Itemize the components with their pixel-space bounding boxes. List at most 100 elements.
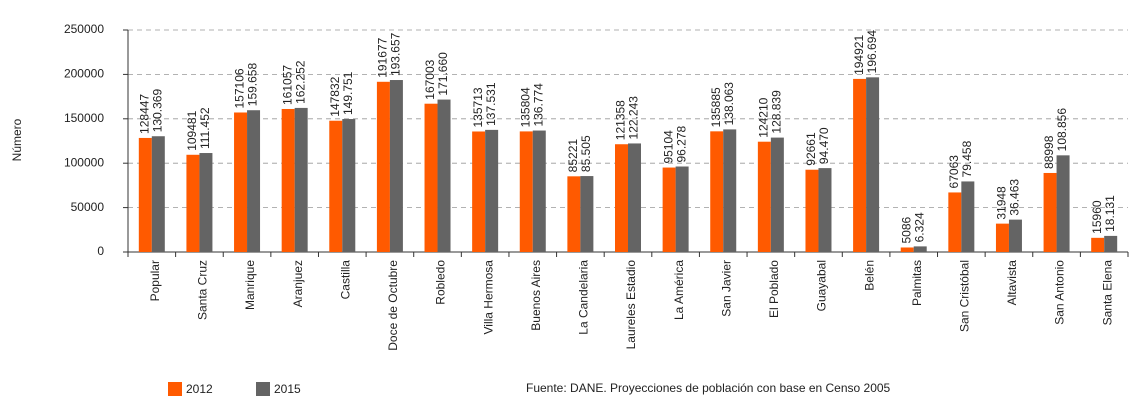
x-tick-label: San Antonio [1053, 260, 1067, 325]
data-label: 6.324 [912, 212, 926, 242]
data-label: 138.063 [722, 82, 736, 126]
bar [818, 168, 832, 252]
data-label: 161057 [280, 65, 294, 105]
y-tick-label: 100000 [64, 155, 104, 169]
bar [615, 144, 628, 252]
bar [805, 169, 819, 252]
x-tick-label: La América [672, 260, 686, 320]
source-note: Fuente: DANE. Proyecciones de población … [526, 381, 891, 395]
x-tick-label: Guayabal [815, 260, 829, 311]
bar [532, 130, 546, 252]
x-tick-label: Santa Cruz [196, 260, 210, 320]
bar [234, 112, 248, 252]
bar [151, 136, 165, 252]
bar [138, 137, 152, 252]
data-label: 191677 [376, 37, 390, 77]
x-tick-label: Doce de Octubre [386, 260, 400, 351]
x-tick-label: Manrique [243, 260, 257, 310]
bar [519, 131, 533, 252]
data-label: 85221 [566, 139, 580, 173]
bar [424, 103, 438, 252]
bar [723, 129, 737, 252]
y-tick-label: 150000 [64, 111, 104, 125]
data-label: 167003 [423, 59, 437, 99]
bar [329, 120, 343, 252]
x-tick-label: Altavista [1005, 260, 1019, 306]
bar [995, 223, 1009, 252]
x-tick-label: La Candelaria [577, 260, 591, 335]
bar [900, 247, 914, 252]
data-label: 128447 [137, 94, 151, 134]
bar [961, 181, 975, 252]
bar [247, 110, 261, 252]
bar [770, 137, 784, 252]
data-label: 159.658 [246, 63, 260, 107]
data-label: 128.839 [770, 90, 784, 134]
x-tick-label: Aranjuez [291, 260, 305, 307]
x-tick-label: Buenos Aires [529, 260, 543, 331]
data-label: 88998 [1042, 135, 1056, 169]
x-tick-label: Palmitas [910, 260, 924, 306]
bar [199, 153, 213, 252]
data-label: 124210 [757, 97, 771, 137]
y-axis-label: Número [10, 118, 24, 161]
bar [281, 108, 295, 252]
x-tick-label: Robledo [434, 260, 448, 305]
bar [1008, 219, 1022, 252]
data-label: 196.694 [865, 30, 879, 74]
legend-label: 2012 [186, 382, 213, 396]
bar [866, 77, 880, 253]
data-label: 157106 [233, 68, 247, 108]
legend-swatch [256, 382, 270, 396]
y-tick-label: 200000 [64, 67, 104, 81]
x-tick-label: Santa Elena [1100, 260, 1114, 326]
data-label: 67063 [947, 155, 961, 189]
x-tick-label: Laureles Estadio [624, 260, 638, 350]
bar [1091, 237, 1105, 252]
data-label: 92661 [804, 132, 818, 166]
bar [662, 167, 676, 252]
bar [485, 129, 499, 252]
bar [342, 119, 356, 252]
data-label: 122.243 [627, 96, 641, 140]
data-label: 96.278 [674, 125, 688, 162]
x-tick-label: El Poblado [767, 260, 781, 318]
y-tick-label: 250000 [64, 22, 104, 36]
data-label: 130.369 [150, 89, 164, 133]
data-label: 121358 [614, 100, 628, 140]
bar [853, 78, 867, 252]
bar [376, 81, 390, 252]
x-tick-label: Popular [148, 260, 162, 301]
bar [1043, 172, 1057, 252]
data-label: 149.751 [341, 71, 355, 115]
bar [472, 131, 486, 252]
x-tick-label: Villa Hermosa [481, 260, 495, 335]
data-label: 36.463 [1008, 179, 1022, 216]
bar [710, 131, 724, 252]
x-tick-label: Castilla [338, 260, 352, 300]
x-tick-label: San Javier [719, 260, 733, 317]
bar [757, 141, 771, 252]
data-label: 194921 [852, 35, 866, 75]
bar [1104, 235, 1118, 252]
data-label: 5086 [899, 216, 913, 243]
x-tick-label: Belén [862, 260, 876, 291]
data-label: 95104 [661, 130, 675, 164]
legend-swatch [168, 382, 182, 396]
bar [913, 246, 927, 252]
bar [580, 176, 594, 252]
bar [389, 80, 403, 252]
data-label: 171.660 [436, 52, 450, 96]
data-label: 15960 [1090, 200, 1104, 234]
data-label: 31948 [995, 186, 1009, 220]
x-tick-label: San Cristóbal [958, 260, 972, 332]
data-label: 18.131 [1103, 195, 1117, 232]
bar [437, 99, 451, 252]
data-label: 147832 [328, 76, 342, 116]
legend-label: 2015 [274, 382, 301, 396]
data-label: 109481 [185, 110, 199, 150]
y-tick-label: 50000 [71, 200, 105, 214]
bar [294, 107, 308, 252]
data-label: 111.452 [198, 107, 212, 149]
